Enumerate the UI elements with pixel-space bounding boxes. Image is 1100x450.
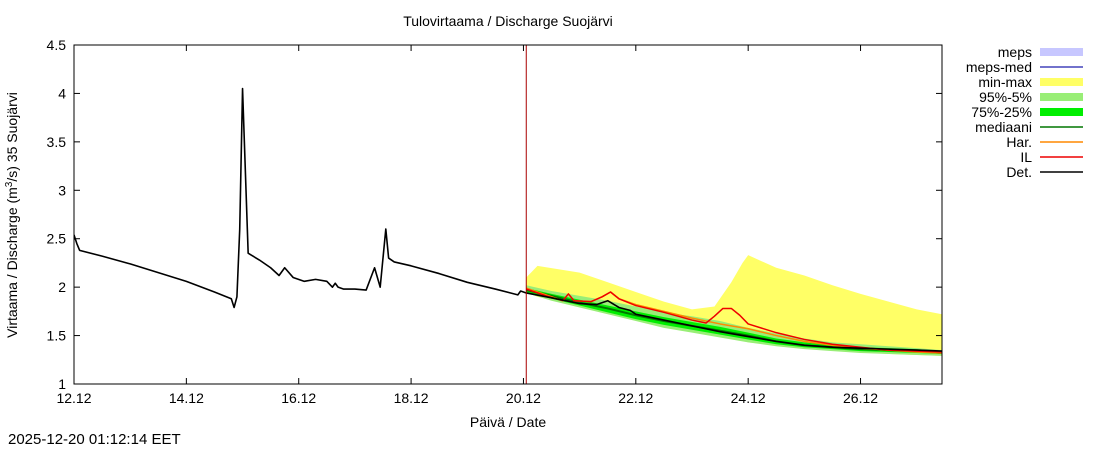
x-tick-label: 16.12: [281, 390, 316, 406]
x-tick-label: 18.12: [394, 390, 429, 406]
legend-entry: IL: [1020, 149, 1083, 165]
legend-swatch: [1040, 78, 1083, 86]
y-axis: 1 1.5 2 2.5 3 3.5 4 4.5: [47, 37, 942, 392]
plot-frame: [73, 44, 943, 385]
y-tick-label: 2: [58, 279, 66, 295]
legend-label: min-max: [978, 74, 1032, 90]
legend-entry: mediaani: [975, 119, 1083, 135]
series-il: [526, 288, 942, 353]
x-axis-label: Päivä / Date: [470, 414, 546, 430]
y-tick-label: 4: [58, 85, 66, 101]
legend: mepsmeps-medmin-max95%-5%75%-25%mediaani…: [966, 44, 1083, 180]
legend-swatch: [1040, 48, 1083, 56]
x-tick-label: 14.12: [169, 390, 204, 406]
y-tick-label: 4.5: [47, 37, 67, 53]
legend-entry: min-max: [978, 74, 1083, 90]
legend-label: Det.: [1006, 164, 1032, 180]
band-layer: [526, 255, 942, 356]
legend-entry: 95%-5%: [979, 89, 1083, 105]
y-axis-label: Virtaama / Discharge (m3/s) 35 Suojärvi: [4, 92, 20, 338]
x-tick-label: 26.12: [843, 390, 878, 406]
legend-label: mediaani: [975, 119, 1032, 135]
legend-label: meps-med: [966, 59, 1032, 75]
legend-entry: meps-med: [966, 59, 1083, 75]
legend-swatch: [1040, 93, 1083, 101]
y-tick-label: 2.5: [47, 231, 67, 247]
x-tick-label: 22.12: [618, 390, 653, 406]
legend-entry: 75%-25%: [971, 104, 1083, 120]
chart-title: Tulovirtaama / Discharge Suojärvi: [403, 13, 613, 29]
legend-entry: Det.: [1006, 164, 1083, 180]
legend-label: 75%-25%: [971, 104, 1032, 120]
x-axis: 12.12 14.12 16.12 18.12 20.12 22.12 24.12 26.12: [56, 45, 878, 406]
legend-label: IL: [1020, 149, 1032, 165]
legend-label: 95%-5%: [979, 89, 1032, 105]
series-det-: [74, 87, 942, 352]
timestamp: 2025-12-20 01:12:14 EET: [8, 431, 181, 448]
y-tick-label: 1.5: [47, 328, 67, 344]
x-tick-label: 12.12: [56, 390, 91, 406]
legend-label: Har.: [1006, 134, 1032, 150]
legend-entry: meps: [998, 44, 1083, 60]
legend-swatch: [1040, 108, 1083, 116]
y-tick-label: 3: [58, 182, 66, 198]
legend-label: meps: [998, 44, 1032, 60]
legend-entry: Har.: [1006, 134, 1083, 150]
band-min-max: [526, 255, 942, 356]
line-layer: [74, 87, 942, 355]
y-tick-label: 3.5: [47, 134, 67, 150]
y-tick-label: 1: [58, 376, 66, 392]
x-tick-label: 20.12: [506, 390, 541, 406]
x-tick-label: 24.12: [731, 390, 766, 406]
